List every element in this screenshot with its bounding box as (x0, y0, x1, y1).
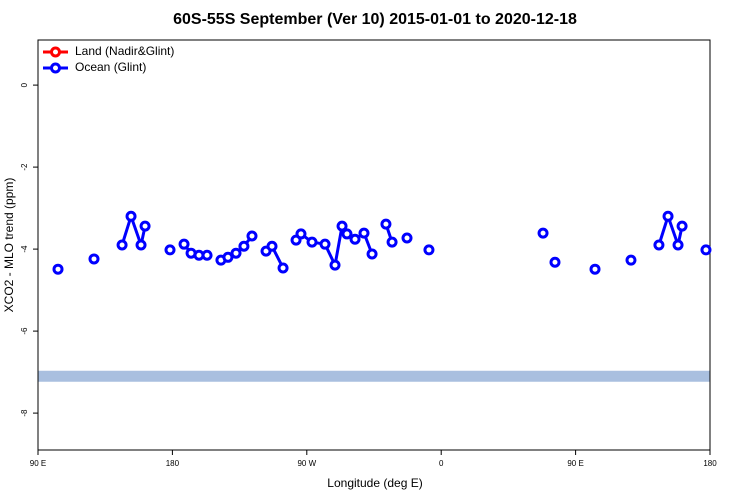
data-point (549, 256, 561, 268)
data-point (700, 244, 712, 256)
data-point (178, 238, 190, 250)
data-point (380, 218, 392, 230)
data-point (266, 240, 278, 252)
data-point (246, 230, 258, 242)
data-point (358, 227, 370, 239)
y-tick-label: 0 (20, 82, 29, 87)
data-point (201, 249, 213, 261)
data-point (336, 220, 348, 232)
data-point (423, 244, 435, 256)
data-point (653, 239, 665, 251)
data-point (662, 210, 674, 222)
data-point (238, 240, 250, 252)
data-point (366, 248, 378, 260)
data-point (125, 210, 137, 222)
data-point (164, 244, 176, 256)
x-tick-label: 180 (703, 459, 717, 468)
data-point (349, 233, 361, 245)
data-point (537, 227, 549, 239)
plot-frame (37, 39, 711, 451)
data-point (116, 239, 128, 251)
data-point (222, 251, 234, 263)
legend-label: Land (Nadir&Glint) (75, 44, 174, 58)
data-point (139, 220, 151, 232)
series-line (122, 216, 706, 268)
data-point (277, 262, 289, 274)
y-tick-label: -6 (20, 327, 29, 335)
data-point (672, 239, 684, 251)
data-point (88, 253, 100, 265)
x-tick-label: 90 W (297, 459, 316, 468)
y-axis-label: XCO2 - MLO trend (ppm) (2, 178, 16, 313)
data-point (329, 259, 341, 271)
legend-marker (50, 46, 61, 58)
data-point (386, 236, 398, 248)
data-point (319, 238, 331, 250)
data-point (135, 239, 147, 251)
y-tick-label: -4 (20, 245, 29, 253)
y-tick-label: -2 (20, 163, 29, 171)
data-point (341, 228, 353, 240)
data-point (401, 232, 413, 244)
data-point (625, 254, 637, 266)
data-point (230, 247, 242, 259)
legend-label: Ocean (Glint) (75, 60, 146, 74)
data-point (52, 263, 64, 275)
data-point (589, 263, 601, 275)
legend-marker (50, 62, 61, 74)
data-point (676, 220, 688, 232)
x-tick-label: 0 (439, 459, 444, 468)
data-point (295, 228, 307, 240)
x-tick-label: 90 E (30, 459, 46, 468)
chart-title: 60S-55S September (Ver 10) 2015-01-01 to… (173, 11, 577, 28)
x-tick-label: 90 E (567, 459, 583, 468)
y-tick-label: -8 (20, 409, 29, 417)
data-point (306, 236, 318, 248)
x-axis-label: Longitude (deg E) (327, 476, 422, 490)
x-tick-label: 180 (166, 459, 180, 468)
